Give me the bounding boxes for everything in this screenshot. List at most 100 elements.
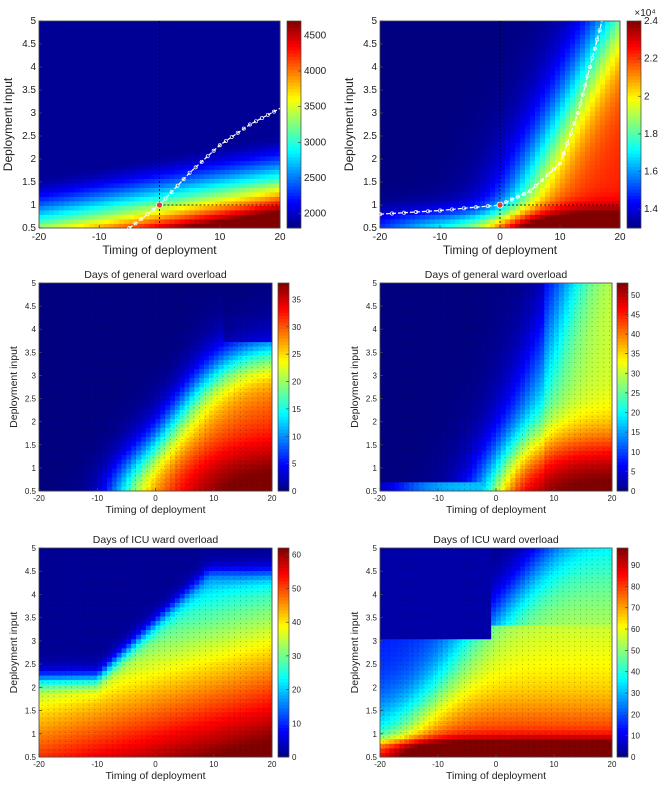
heatmap-cell [89, 178, 95, 184]
heatmap-cell [43, 328, 50, 334]
heatmap-cell [570, 183, 576, 188]
heatmap-cell [124, 115, 130, 121]
colorbar-segment [627, 205, 641, 209]
heatmap-cell [520, 52, 526, 58]
heatmap-cell [194, 30, 201, 35]
heatmap-cell [555, 111, 561, 116]
heatmap-cell [109, 39, 115, 44]
heatmap-cell [400, 111, 406, 116]
heatmap-cell [585, 219, 591, 224]
heatmap-cell [184, 48, 191, 53]
heatmap-cell [144, 34, 150, 40]
heatmap-cell [144, 79, 150, 85]
heatmap-cell [59, 174, 65, 179]
heatmap-cell [570, 165, 576, 170]
heatmap-cell [184, 25, 191, 31]
heatmap-cell [525, 34, 531, 40]
heatmap-cell [410, 61, 416, 67]
heatmap-cell [89, 160, 95, 166]
heatmap-cell [58, 432, 64, 438]
heatmap-cell [104, 178, 110, 184]
heatmap-cell [44, 147, 50, 152]
heatmap-cell [254, 48, 261, 53]
heatmap-cell [420, 61, 426, 67]
heatmap-cell [555, 160, 561, 166]
heatmap-cell [525, 61, 531, 67]
heatmap-cell [605, 48, 611, 53]
heatmap-cell [134, 48, 140, 53]
heatmap-cell [475, 75, 481, 80]
heatmap-cell [495, 93, 501, 98]
heatmap-cell [189, 192, 196, 197]
heatmap-cell [104, 102, 110, 107]
heatmap-cell [575, 70, 581, 76]
heatmap-cell [134, 147, 140, 152]
heatmap-cell [435, 66, 441, 71]
heatmap-cell [229, 129, 236, 134]
heatmap-cell [450, 129, 456, 134]
heatmap-cell [555, 187, 561, 193]
heatmap-cell [390, 30, 396, 35]
heatmap-cell [520, 111, 526, 116]
heatmap-cell [44, 61, 50, 67]
heatmap-cell [269, 61, 276, 67]
heatmap-cell [139, 124, 145, 130]
heatmap-cell [69, 129, 75, 134]
heatmap-cell [164, 165, 170, 170]
heatmap-cell [595, 210, 601, 215]
heatmap-cell [380, 115, 386, 121]
heatmap-cell [59, 75, 65, 80]
heatmap-cell [390, 147, 396, 152]
heatmap-cell [224, 210, 231, 215]
heatmap-cell [520, 25, 526, 31]
heatmap-cell [139, 178, 145, 184]
heatmap-cell [254, 151, 261, 157]
heatmap-cell [174, 147, 180, 152]
heatmap-cell [500, 79, 506, 85]
y-tick-label: 2.5 [22, 131, 36, 142]
heatmap-cell [124, 124, 130, 130]
heatmap-cell [505, 52, 511, 58]
heatmap-cell [570, 133, 576, 139]
heatmap-cell [425, 201, 431, 206]
heatmap-cell [605, 219, 611, 224]
heatmap-cell [490, 142, 496, 148]
heatmap-cell [435, 156, 441, 161]
heatmap-cell [510, 115, 516, 121]
heatmap-cell [515, 61, 521, 67]
optimal-point [540, 178, 544, 183]
heatmap-cell [495, 61, 501, 67]
colorbar-segment [627, 95, 641, 100]
heatmap-cell [590, 115, 596, 121]
heatmap-cell [610, 187, 616, 193]
heatmap-cell [159, 70, 165, 76]
heatmap-cell [269, 138, 276, 143]
heatmap-cell [390, 34, 396, 40]
heatmap-cell [259, 30, 266, 35]
heatmap-cell [455, 102, 461, 107]
heatmap-cell [435, 219, 441, 224]
heatmap-cell [600, 111, 606, 116]
heatmap-cell [615, 75, 621, 80]
heatmap-cell [104, 61, 110, 67]
heatmap-cell [53, 314, 59, 320]
heatmap-cell [89, 21, 95, 26]
heatmap-cell [455, 138, 461, 143]
heatmap-cell [224, 142, 231, 148]
heatmap-cell [380, 39, 386, 44]
heatmap-cell [555, 124, 561, 130]
heatmap-cell [430, 214, 436, 220]
heatmap-cell [525, 66, 531, 71]
heatmap-cell [44, 214, 50, 220]
heatmap-cell [500, 30, 506, 35]
heatmap-cell [219, 160, 226, 166]
heatmap-cell [59, 97, 65, 103]
colorbar-segment [627, 27, 641, 32]
heatmap-cell [63, 377, 69, 383]
heatmap-cell [590, 39, 596, 44]
heatmap-cell [575, 120, 581, 125]
heatmap-cell [229, 115, 236, 121]
optimal-point [390, 211, 394, 216]
heatmap-cell [53, 423, 59, 429]
heatmap-cell [395, 25, 401, 31]
